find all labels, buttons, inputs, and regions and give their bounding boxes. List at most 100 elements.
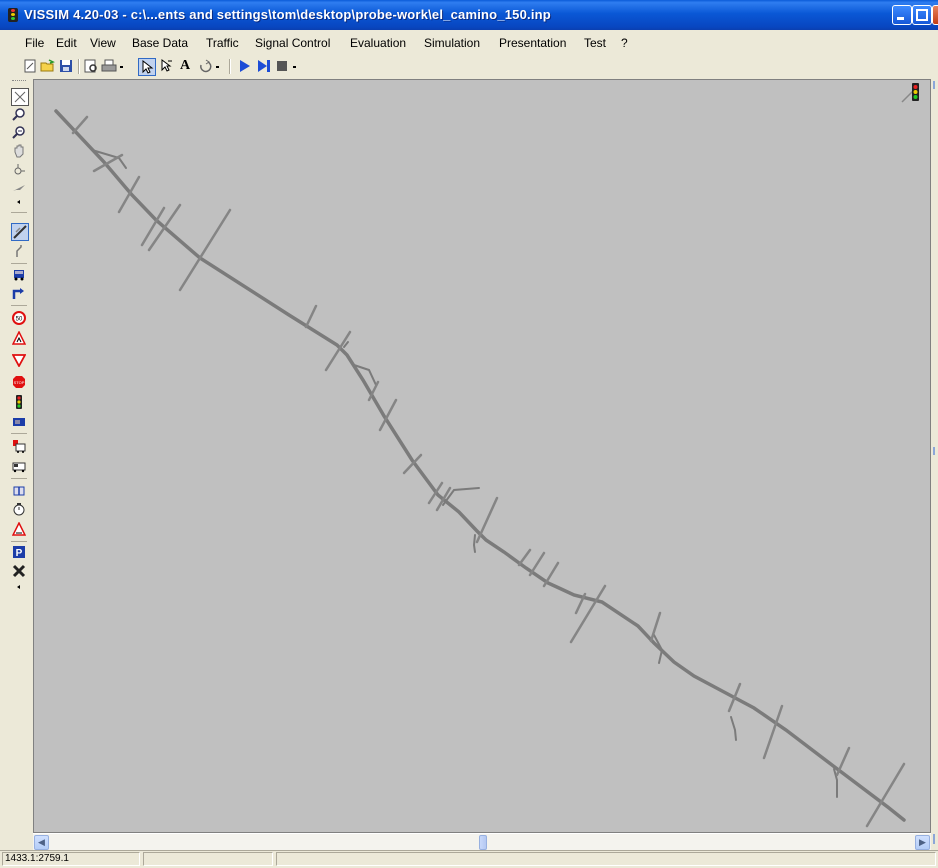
window-title: VISSIM 4.20-03 - c:\...ents and settings… bbox=[24, 7, 551, 22]
signal-head-icon[interactable] bbox=[901, 83, 919, 103]
cross-street[interactable] bbox=[517, 548, 532, 567]
cross-street[interactable] bbox=[378, 398, 398, 432]
queue-counter-icon[interactable] bbox=[11, 521, 27, 537]
cross-street[interactable] bbox=[528, 551, 546, 577]
plane-icon[interactable] bbox=[11, 180, 27, 196]
connectors-icon[interactable] bbox=[11, 243, 27, 259]
menu-signal-control[interactable]: Signal Control bbox=[255, 36, 331, 50]
transit-line-icon[interactable] bbox=[11, 458, 27, 474]
cross-street[interactable] bbox=[178, 208, 232, 292]
cross-street[interactable] bbox=[435, 486, 452, 512]
select-icon[interactable] bbox=[138, 58, 156, 76]
menu-file[interactable]: File bbox=[25, 36, 45, 50]
text-icon[interactable]: A bbox=[179, 58, 191, 73]
menu-base-data[interactable]: Base Data bbox=[132, 36, 189, 50]
detector-icon[interactable] bbox=[11, 414, 27, 430]
network-canvas[interactable] bbox=[33, 79, 931, 833]
cross-street[interactable] bbox=[569, 584, 607, 644]
parking-icon[interactable]: P bbox=[11, 544, 27, 560]
travel-time-icon[interactable] bbox=[11, 501, 27, 517]
stop-sign-icon[interactable]: STOP bbox=[11, 374, 27, 390]
play-icon[interactable] bbox=[237, 58, 253, 74]
scroll-left-button[interactable]: ◀ bbox=[34, 835, 49, 850]
close-button[interactable] bbox=[932, 5, 938, 25]
simulation-dropdown[interactable] bbox=[290, 58, 300, 74]
stop-icon[interactable] bbox=[274, 58, 290, 74]
menu-view[interactable]: View bbox=[90, 36, 116, 50]
status-bar: 1433.1:2759.1 bbox=[0, 850, 938, 868]
scroll-thumb[interactable] bbox=[479, 835, 487, 850]
cross-street[interactable] bbox=[427, 481, 444, 505]
network-object-toolbar: 50 STOP P bbox=[9, 80, 31, 620]
minimize-button[interactable] bbox=[892, 5, 912, 25]
node-icon[interactable] bbox=[11, 483, 27, 499]
menu-help[interactable]: ? bbox=[621, 36, 628, 50]
cross-street[interactable] bbox=[304, 304, 318, 329]
pan-icon[interactable] bbox=[11, 143, 27, 159]
close-icon[interactable] bbox=[11, 563, 27, 579]
coordinate-readout: 1433.1:2759.1 bbox=[2, 852, 140, 866]
menu-simulation[interactable]: Simulation bbox=[424, 36, 481, 50]
vissim-app-icon[interactable] bbox=[8, 8, 18, 22]
horizontal-scrollbar[interactable]: ◀ ▶ bbox=[33, 833, 931, 851]
vehicle-inputs-icon[interactable] bbox=[11, 266, 27, 282]
cross-street[interactable] bbox=[402, 453, 423, 475]
cross-street[interactable] bbox=[367, 380, 380, 402]
step-icon[interactable] bbox=[256, 58, 272, 74]
undo-icon[interactable] bbox=[197, 58, 213, 74]
speed-limit-label: 50 bbox=[16, 317, 23, 323]
maximize-button[interactable] bbox=[912, 5, 932, 25]
zoom-out-icon[interactable] bbox=[11, 124, 27, 140]
rotate-icon[interactable] bbox=[11, 162, 27, 178]
undo-dropdown[interactable] bbox=[213, 58, 223, 74]
minimize-icon bbox=[897, 17, 904, 20]
menu-edit[interactable]: Edit bbox=[56, 36, 77, 50]
zoom-all-icon[interactable] bbox=[11, 88, 29, 106]
cross-street[interactable] bbox=[140, 206, 166, 247]
cross-street[interactable] bbox=[762, 704, 784, 760]
cross-streets bbox=[71, 115, 906, 828]
cross-street[interactable] bbox=[649, 611, 662, 643]
menu-test[interactable]: Test bbox=[584, 36, 607, 50]
links-icon[interactable] bbox=[11, 223, 29, 241]
parking-label: P bbox=[16, 548, 23, 559]
menu-traffic[interactable]: Traffic bbox=[206, 36, 239, 50]
road-network bbox=[54, 83, 919, 828]
cross-street[interactable] bbox=[574, 592, 587, 615]
stop-sign-label: STOP bbox=[14, 380, 25, 385]
save-icon[interactable] bbox=[58, 58, 74, 74]
routes-icon[interactable] bbox=[11, 285, 27, 301]
cross-street[interactable] bbox=[92, 153, 124, 173]
menu-evaluation[interactable]: Evaluation bbox=[350, 36, 407, 50]
cross-street[interactable] bbox=[117, 175, 141, 214]
transit-stop-icon[interactable] bbox=[11, 438, 27, 454]
print-dropdown[interactable] bbox=[117, 58, 127, 74]
expand-tools-button[interactable] bbox=[11, 198, 27, 206]
print-icon[interactable] bbox=[101, 58, 117, 74]
vertical-scrollbar[interactable] bbox=[931, 79, 938, 850]
expand-objects-button[interactable] bbox=[11, 583, 27, 591]
print-preview-icon[interactable] bbox=[83, 58, 99, 74]
cross-street[interactable] bbox=[542, 561, 560, 588]
cross-street[interactable] bbox=[324, 330, 352, 372]
maximize-icon bbox=[916, 9, 928, 21]
cross-street[interactable] bbox=[71, 115, 89, 135]
el-camino-links bbox=[54, 109, 906, 822]
cross-street[interactable] bbox=[147, 203, 182, 252]
title-bar: VISSIM 4.20-03 - c:\...ents and settings… bbox=[0, 0, 938, 30]
menu-presentation[interactable]: Presentation bbox=[499, 36, 567, 50]
open-icon[interactable] bbox=[40, 58, 56, 74]
rotate-select-icon[interactable] bbox=[158, 58, 174, 74]
zoom-in-icon[interactable] bbox=[11, 106, 27, 122]
main-link[interactable] bbox=[54, 109, 906, 822]
reduced-speed-icon[interactable] bbox=[11, 330, 27, 346]
yield-icon[interactable] bbox=[11, 352, 27, 368]
cross-street[interactable] bbox=[727, 682, 742, 713]
scroll-right-button[interactable]: ▶ bbox=[915, 835, 930, 850]
new-icon[interactable] bbox=[22, 58, 38, 74]
cross-street[interactable] bbox=[865, 762, 906, 828]
cross-street[interactable] bbox=[835, 746, 851, 777]
signal-head-icon[interactable] bbox=[11, 394, 27, 410]
speed-limit-icon[interactable]: 50 bbox=[11, 310, 27, 326]
cross-street[interactable] bbox=[475, 496, 499, 544]
